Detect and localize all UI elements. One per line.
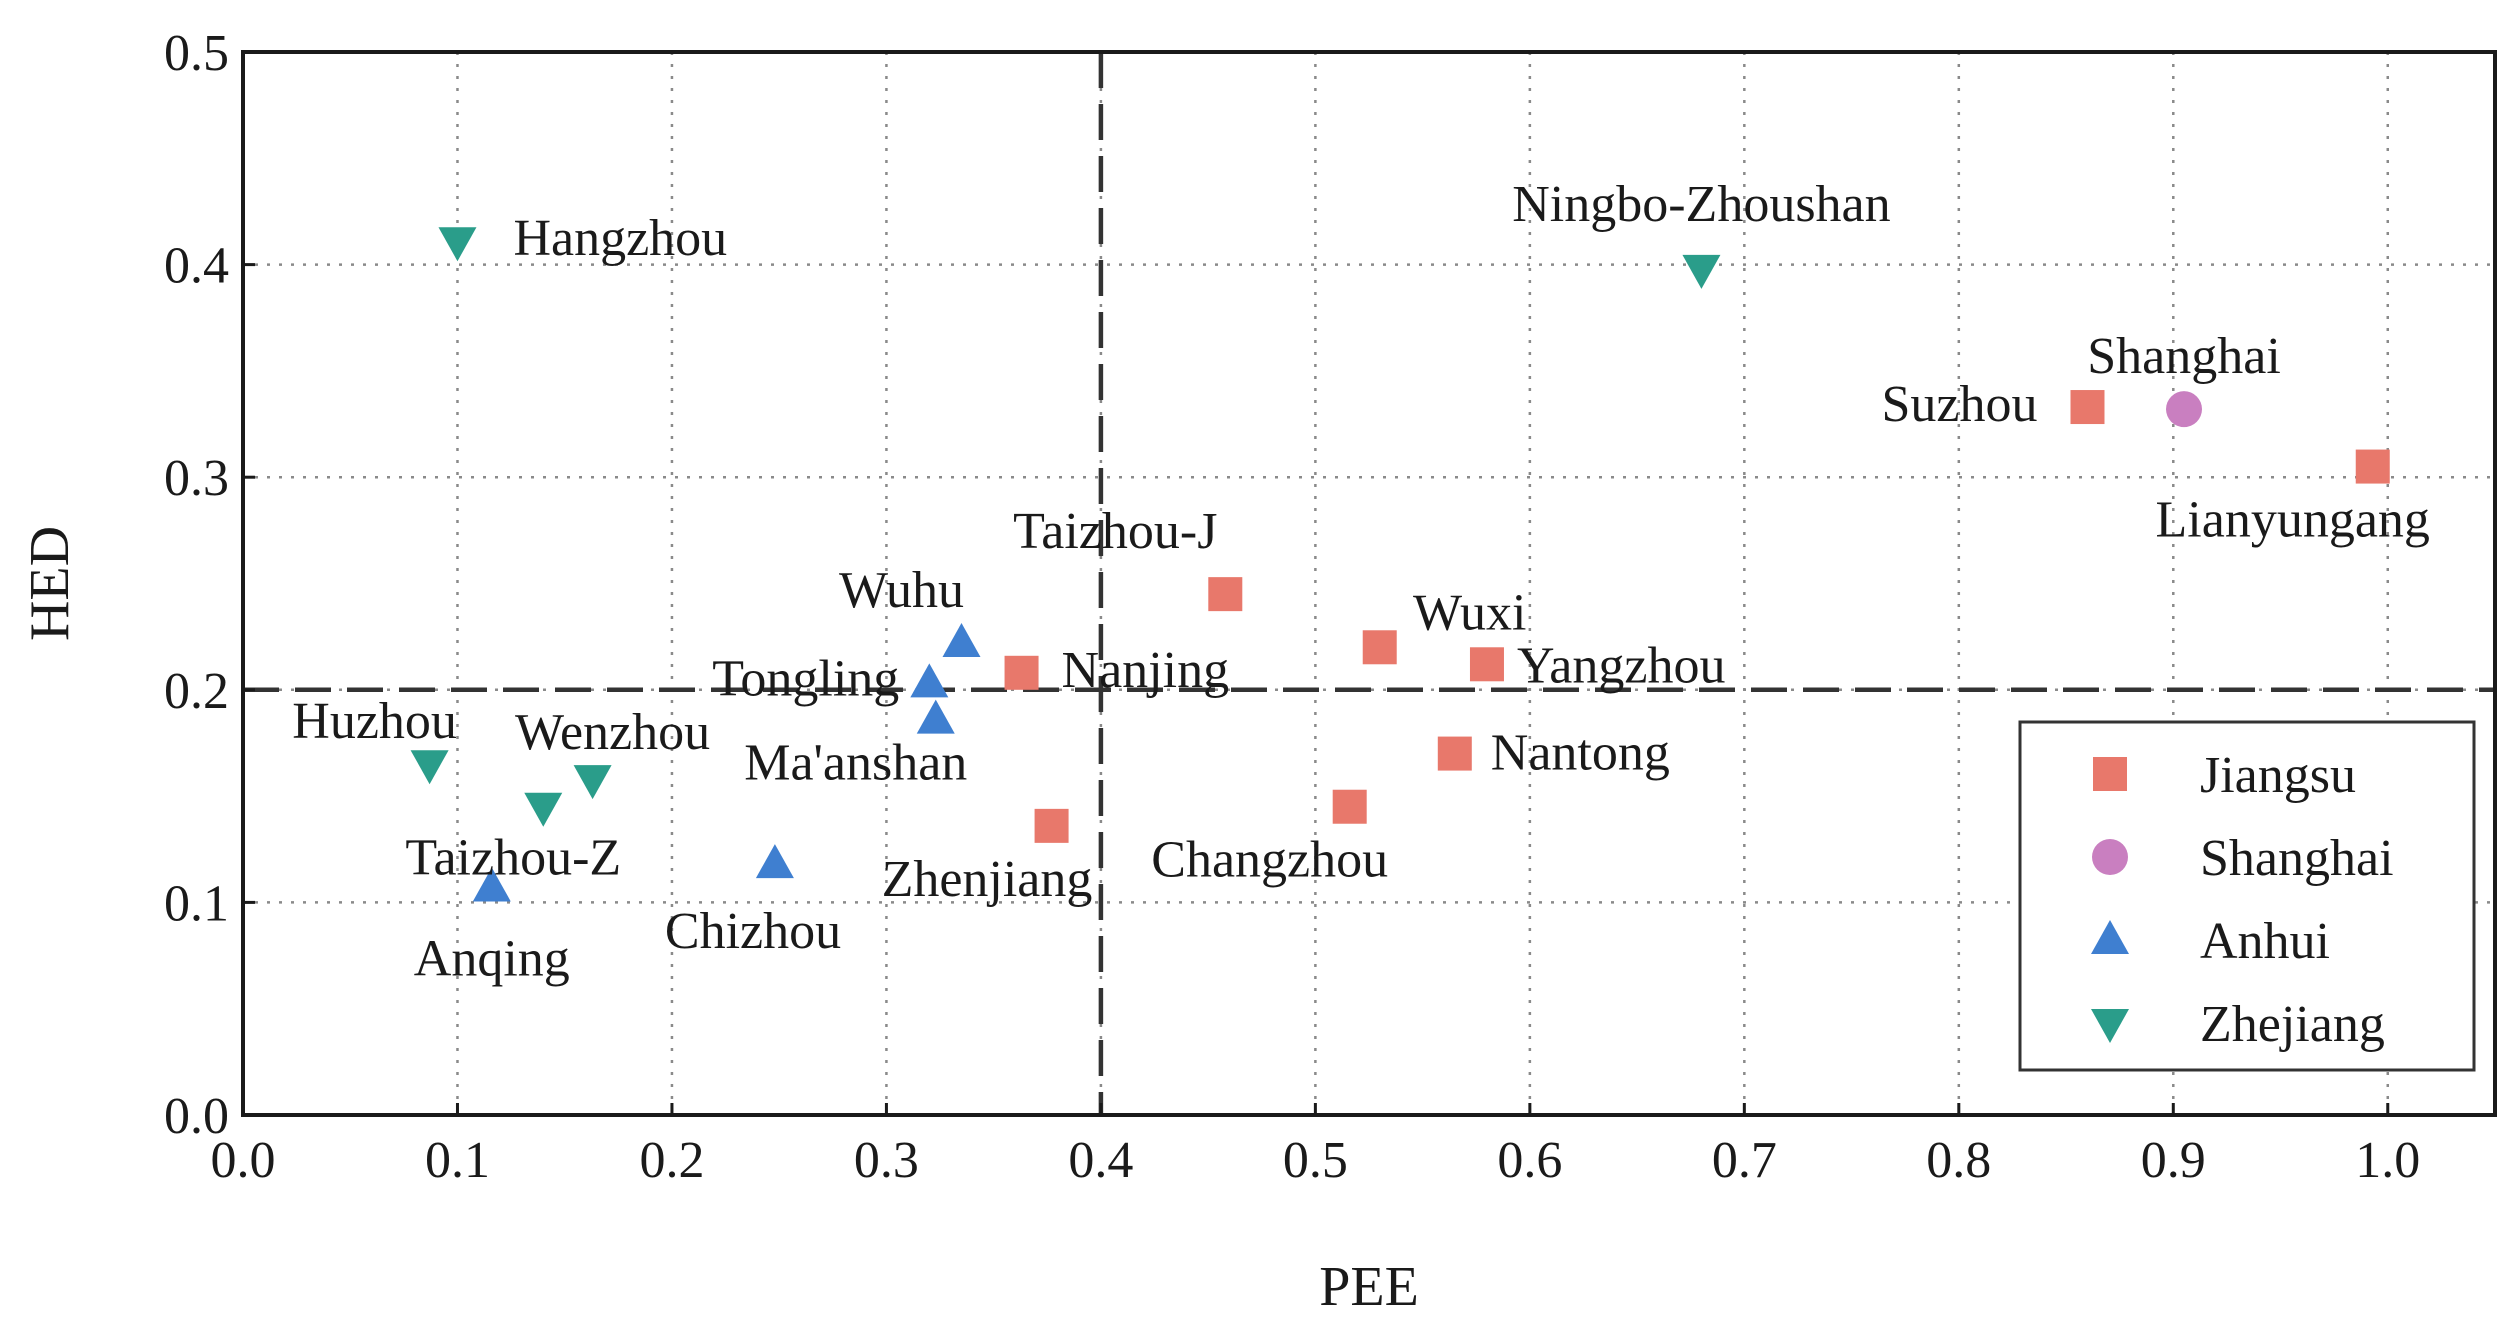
point-label: Ma'anshan	[744, 735, 967, 792]
x-tick-label: 0.6	[1497, 1132, 1562, 1189]
x-tick-label: 0.2	[639, 1132, 704, 1189]
x-tick-label: 0.8	[1926, 1132, 1991, 1189]
x-tick-label: 0.1	[425, 1132, 490, 1189]
y-tick-label: 0.1	[164, 875, 229, 932]
point-label: Huzhou	[292, 693, 457, 750]
legend-label-zhejiang: Zhejiang	[2200, 996, 2385, 1053]
x-tick-label: 0.7	[1712, 1132, 1777, 1189]
point-label: Shanghai	[2087, 328, 2281, 385]
legend-label-shanghai: Shanghai	[2200, 830, 2394, 887]
y-tick-label: 0.4	[164, 238, 229, 295]
point-label: Hangzhou	[513, 210, 727, 267]
point-zhejiang	[573, 765, 612, 800]
plot-frame	[241, 50, 2497, 1117]
legend-marker-anhui	[2091, 920, 2129, 954]
x-tick-label: 0.0	[211, 1132, 276, 1189]
point-label: Zhenjiang	[882, 851, 1093, 908]
x-axis-label: PEE	[1319, 1256, 1419, 1318]
point-label: Taizhou-J	[1013, 503, 1217, 560]
point-jiangsu	[1362, 630, 1397, 665]
legend-label-jiangsu: Jiangsu	[2200, 747, 2356, 804]
point-label: Anqing	[414, 931, 570, 988]
point-label: Nanjing	[1062, 642, 1230, 699]
point-anhui	[942, 623, 981, 658]
point-label: Chizhou	[665, 903, 841, 960]
x-tick-label: 0.4	[1068, 1132, 1133, 1189]
point-anhui	[755, 844, 794, 879]
point-jiangsu	[2070, 390, 2105, 425]
point-label: Suzhou	[1881, 376, 2037, 433]
point-zhejiang	[438, 227, 477, 262]
point-label: Tongling	[712, 650, 899, 707]
point-jiangsu	[1332, 789, 1367, 824]
axis-ticks: 0.0 0.1 0.2 0.3 0.4 0.5 0.6 0.7 0.8 0.9 1.0 0.0 0.1 0…	[164, 25, 2420, 1189]
point-anhui	[472, 867, 511, 902]
point-label: Nantong	[1491, 725, 1670, 782]
point-shanghai	[2166, 391, 2203, 428]
point-label: Lianyungang	[2156, 492, 2430, 549]
point-jiangsu	[1004, 655, 1039, 690]
point-label: Changzhou	[1151, 832, 1388, 889]
point-zhejiang	[524, 792, 563, 827]
point-label: Wenzhou	[515, 704, 710, 761]
legend-marker-jiangsu	[2093, 757, 2127, 791]
x-tick-label: 0.3	[854, 1132, 919, 1189]
point-zhejiang	[410, 750, 449, 785]
point-anhui	[910, 663, 949, 698]
legend: Jiangsu Shanghai Anhui Zhejiang	[2018, 720, 2476, 1072]
point-anhui	[916, 699, 955, 734]
point-jiangsu	[1469, 647, 1504, 682]
point-jiangsu	[1437, 736, 1472, 771]
point-label: Ningbo-Zhoushan	[1512, 176, 1890, 233]
legend-marker-zhejiang	[2091, 1009, 2129, 1043]
y-tick-label: 0.0	[164, 1088, 229, 1145]
data-points	[410, 227, 2390, 902]
point-jiangsu	[2355, 449, 2390, 484]
point-label: Wuhu	[839, 562, 964, 619]
y-tick-label: 0.2	[164, 663, 229, 720]
y-axis-label: HED	[19, 526, 81, 641]
legend-label-anhui: Anhui	[2200, 913, 2330, 970]
legend-marker-shanghai	[2092, 839, 2128, 875]
point-jiangsu	[1208, 577, 1243, 612]
point-label: Wuxi	[1413, 584, 1526, 641]
x-tick-label: 1.0	[2355, 1132, 2420, 1189]
point-zhejiang	[1682, 254, 1721, 289]
reference-lines	[243, 52, 2495, 1115]
x-tick-label: 0.5	[1283, 1132, 1348, 1189]
point-label: Taizhou-Z	[405, 830, 621, 887]
y-tick-label: 0.5	[164, 25, 229, 82]
point-label: Yangzhou	[1517, 637, 1726, 694]
x-tick-label: 0.9	[2141, 1132, 2206, 1189]
y-tick-label: 0.3	[164, 450, 229, 507]
point-jiangsu	[1034, 808, 1069, 843]
